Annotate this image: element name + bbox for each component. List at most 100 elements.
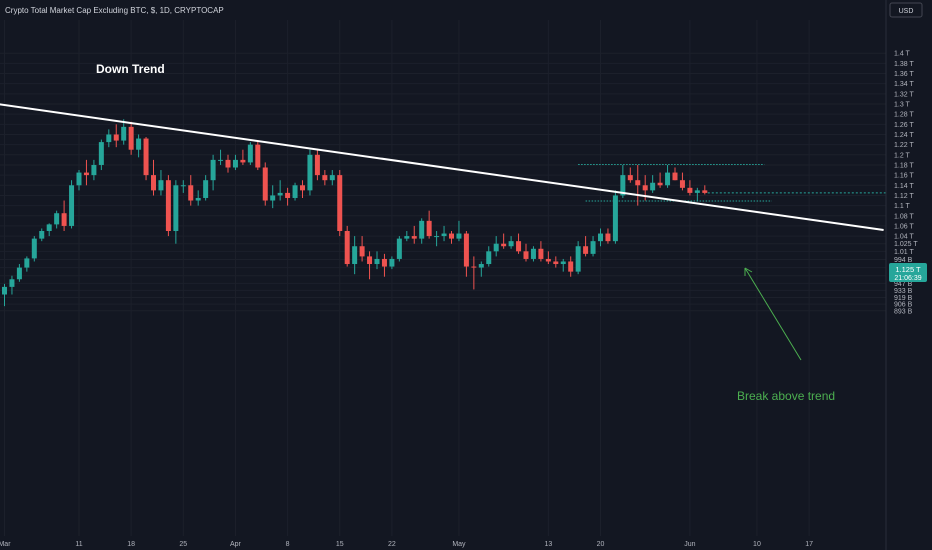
time-tick-label: 15 (336, 541, 344, 548)
candle-body (314, 154, 320, 176)
candle-body (285, 192, 291, 198)
price-tick-label: 1.22 T (894, 142, 914, 149)
candle (523, 243, 529, 262)
candle-body (165, 180, 171, 231)
candle (344, 225, 350, 267)
candle (396, 236, 402, 262)
price-tick-label: 1.1 T (894, 203, 911, 210)
price-tick-label: 1.36 T (894, 71, 914, 78)
candle (285, 187, 291, 206)
candle (389, 256, 395, 270)
candle-body (91, 164, 97, 176)
candle (672, 167, 678, 181)
price-tick-label: 1.04 T (894, 234, 914, 241)
candle-body (352, 246, 358, 265)
price-tick-label: 1.34 T (894, 81, 914, 88)
arrow-head-right (744, 267, 753, 273)
candle-body (605, 233, 611, 242)
candle (538, 241, 544, 262)
price-tick-label: 1.38 T (894, 61, 914, 68)
candle-body (538, 248, 544, 259)
price-tick-label: 1.26 T (894, 122, 914, 129)
candle-body (575, 246, 581, 272)
candle-body (598, 233, 603, 242)
candle-body (419, 220, 425, 239)
price-axis[interactable]: 1.4 T 1.38 T 1.36 T 1.34 T 1.32 T 1.3 T 1.28 T… (885, 0, 918, 550)
grid (0, 20, 886, 536)
candle (687, 180, 693, 196)
candle (694, 187, 700, 201)
candle-body (359, 246, 365, 257)
candle (545, 251, 551, 265)
candle (568, 256, 574, 277)
candle-body (329, 175, 335, 181)
candle-body (39, 231, 45, 239)
candle (419, 218, 425, 244)
candle-body (627, 175, 633, 181)
candle-body (411, 236, 417, 239)
break-above-trend-label: Break above trend (737, 389, 835, 403)
candle (136, 134, 142, 158)
candle (121, 119, 127, 145)
candle (180, 180, 186, 193)
trendline-group[interactable] (0, 103, 884, 231)
price-tick-label: 1.12 T (894, 193, 914, 200)
candle-body (344, 231, 350, 265)
candle (247, 142, 253, 165)
price-tick-label: 947 B (894, 281, 913, 288)
candle (702, 185, 708, 195)
arrow-annotation (744, 267, 802, 361)
candle (650, 175, 656, 193)
candle (434, 231, 440, 247)
candle (426, 210, 432, 239)
candle-body (694, 190, 700, 193)
currency-badge-box (889, 2, 923, 18)
candle-body (121, 126, 127, 141)
price-tick-label: 906 B (894, 302, 913, 309)
candle-body (158, 180, 164, 191)
candle (508, 236, 514, 249)
candle-body (635, 180, 641, 186)
last-price-label: 1.125 T 21:06:39 (889, 263, 927, 282)
candle (337, 170, 343, 237)
time-tick-label: 20 (597, 541, 605, 548)
candle-body (300, 185, 305, 191)
candle-body (2, 286, 7, 295)
candle (113, 124, 119, 148)
candle (493, 236, 499, 257)
candle-body (128, 126, 134, 150)
last-price-value: 1.125 T (895, 265, 921, 274)
candle-body (553, 261, 559, 265)
candle-body (9, 279, 15, 287)
candle (54, 210, 60, 229)
currency-badge[interactable]: USD (889, 2, 923, 18)
candle (39, 228, 45, 242)
candle (501, 233, 507, 249)
candle-body (188, 185, 194, 201)
candle-body (463, 233, 469, 267)
candle-body (54, 213, 60, 225)
candle (24, 256, 30, 272)
candle-body (530, 248, 536, 259)
candle-body (16, 267, 22, 280)
candle (359, 236, 365, 262)
time-axis[interactable]: Mar 11 18 25 Apr 8 15 22 May 13 20 Jun 10 17 (0, 541, 813, 548)
candle (352, 236, 358, 275)
candle (158, 170, 164, 196)
candle (583, 236, 589, 257)
candle (225, 154, 231, 173)
candle-body (665, 172, 671, 186)
price-tick-label: 919 B (894, 295, 913, 302)
candle-body (322, 175, 328, 181)
candle-body (210, 159, 216, 181)
price-tick-label: 1.3 T (894, 102, 911, 109)
candle-body (277, 192, 283, 196)
time-tick-label: 17 (805, 541, 813, 548)
price-tick-label: 1.08 T (894, 213, 914, 220)
candle-body (642, 185, 648, 191)
candle (143, 137, 149, 181)
candle-body (240, 159, 246, 163)
candle-body (620, 175, 626, 196)
price-tick-label: 1.025 T (894, 241, 918, 248)
